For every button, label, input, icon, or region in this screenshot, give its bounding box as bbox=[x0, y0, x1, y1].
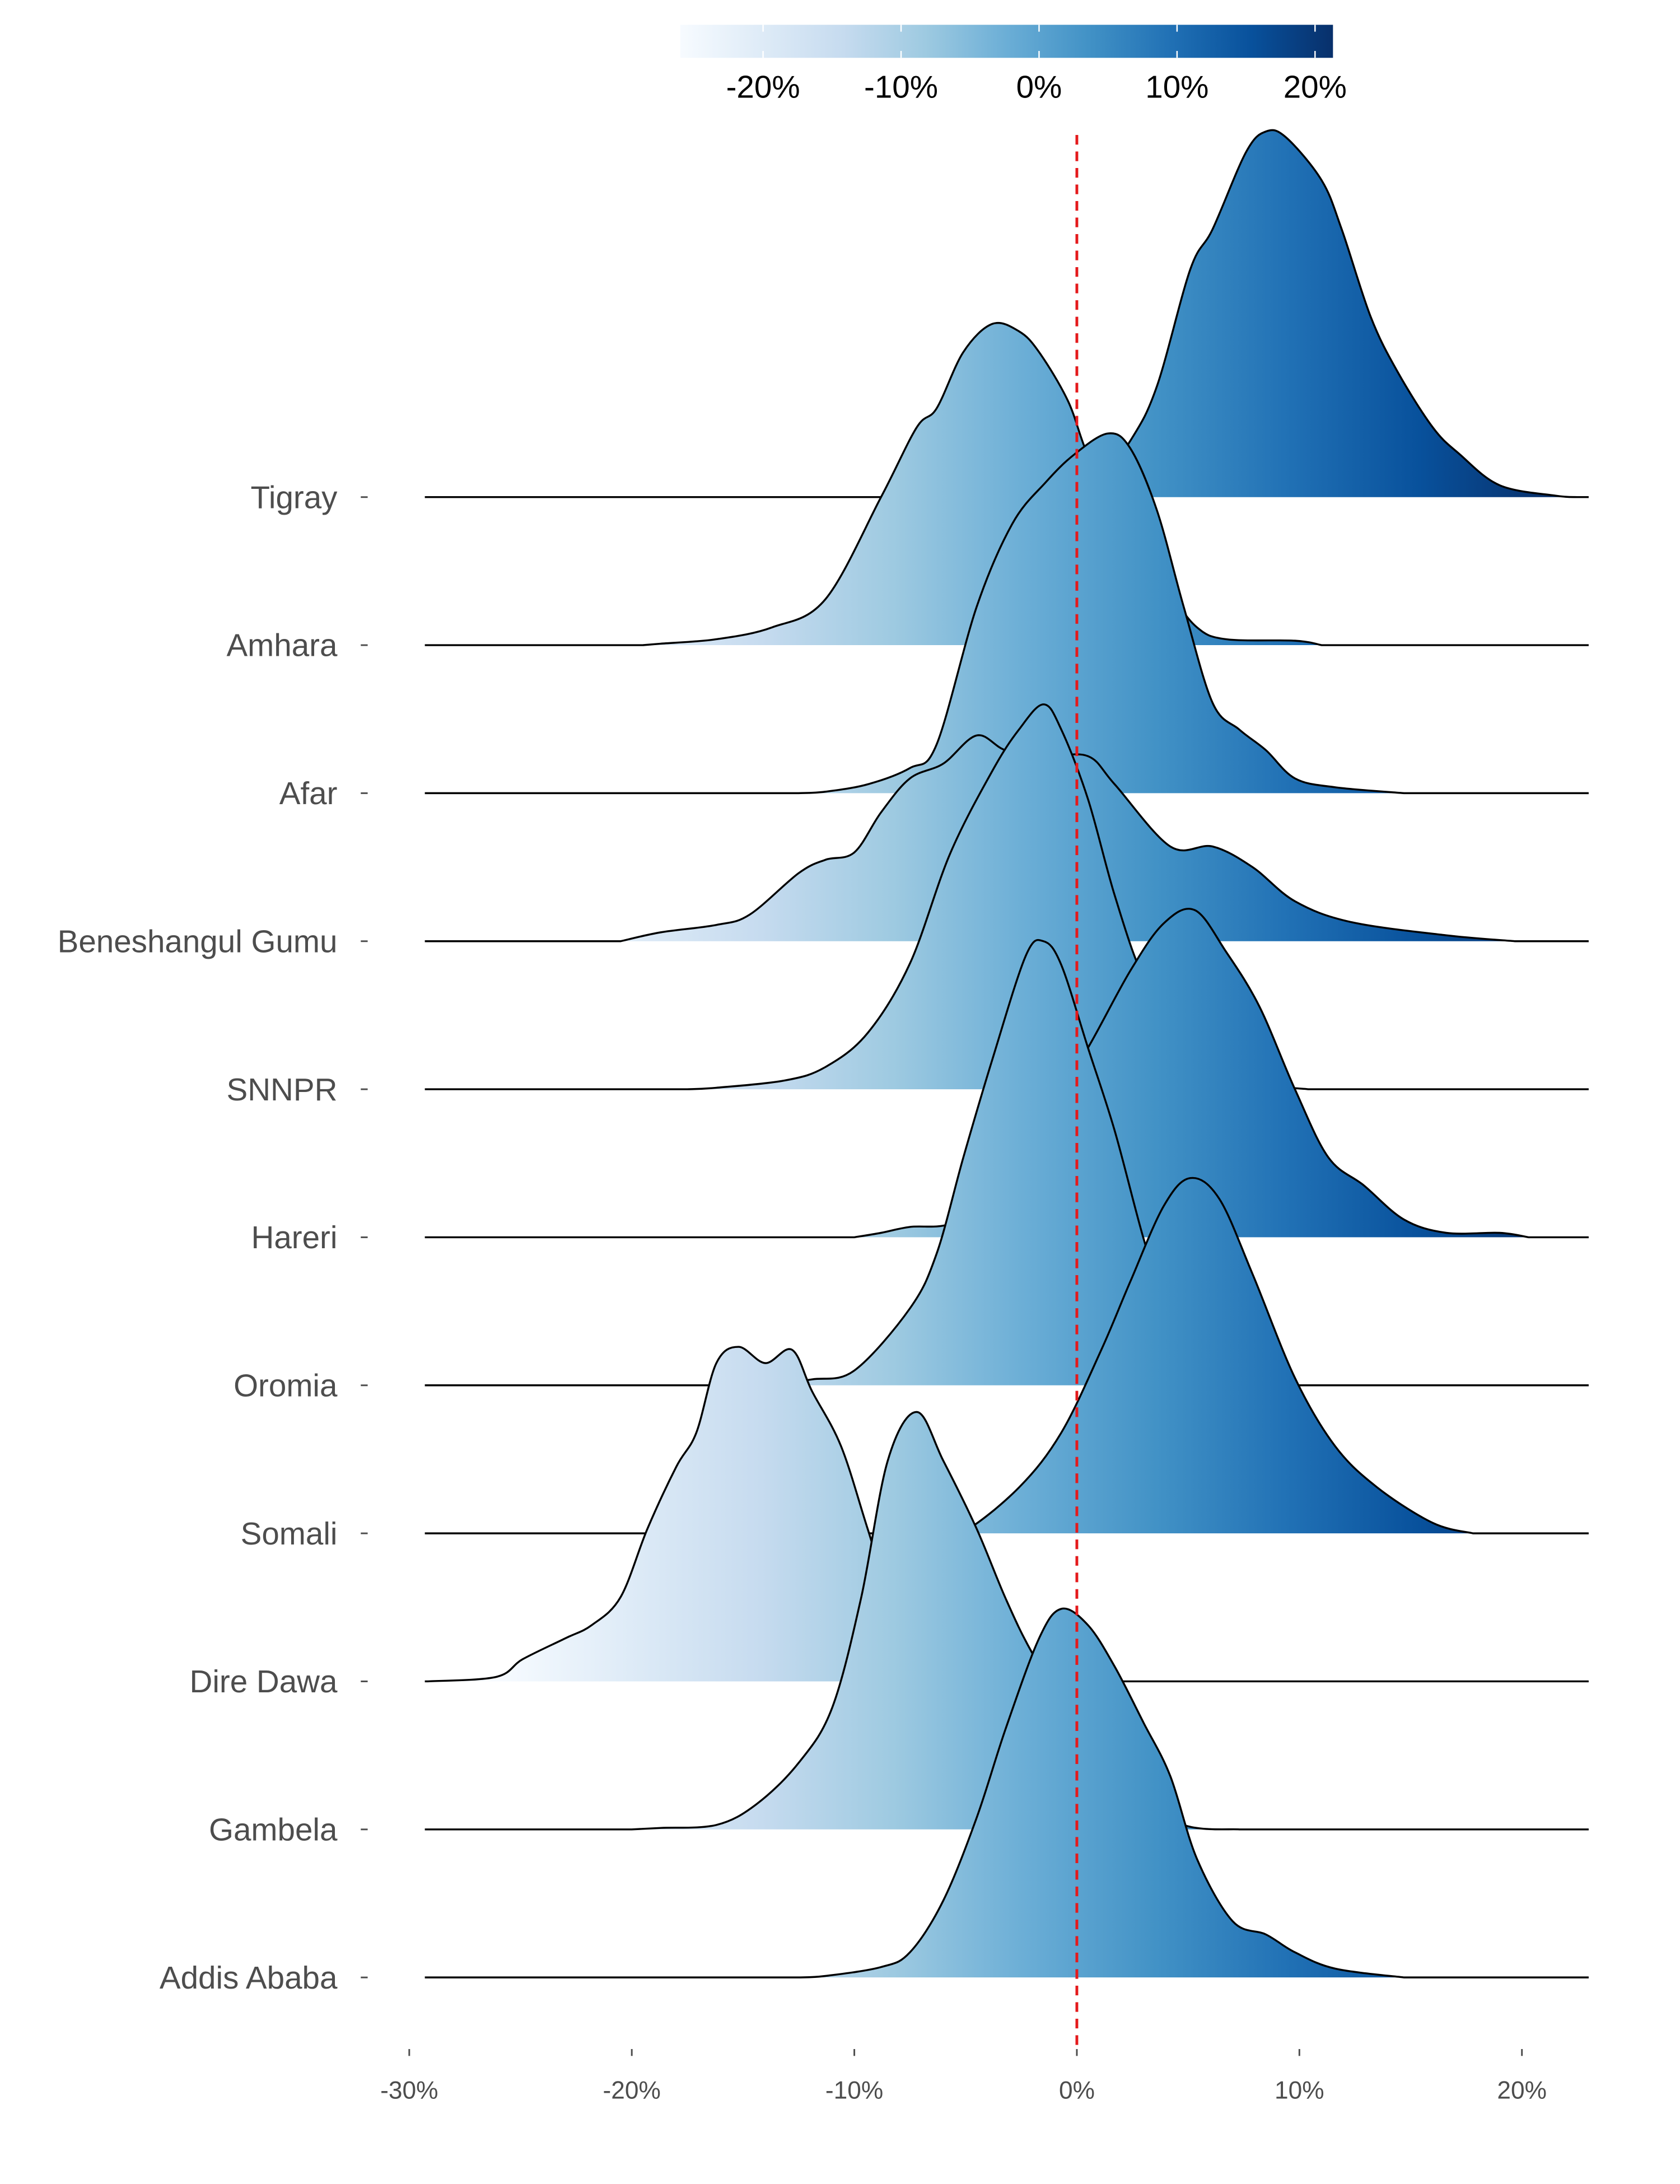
ridge-afar bbox=[424, 432, 1589, 795]
ridge-fill bbox=[687, 704, 1309, 1090]
ridge-somali bbox=[424, 1177, 1589, 1537]
y-tick-label: Beneshangul Gumu bbox=[58, 923, 338, 959]
ridge-tigray bbox=[424, 129, 1589, 498]
x-axis: -30% -20% -10% 0% 10% 20% bbox=[380, 2049, 1547, 2104]
y-tick-label: Hareri bbox=[251, 1220, 337, 1255]
colorbar-bar bbox=[680, 25, 1333, 58]
y-tick-label: Somali bbox=[241, 1516, 338, 1551]
x-tick-label: 20% bbox=[1497, 2077, 1547, 2104]
y-tick-label: Afar bbox=[279, 776, 338, 811]
x-tick-label: -10% bbox=[825, 2077, 883, 2104]
colorbar-tick-label: -10% bbox=[864, 69, 938, 105]
ridge-fill bbox=[632, 1412, 1240, 1830]
ridge-outline bbox=[424, 321, 1589, 646]
y-tick-label: Gambela bbox=[209, 1812, 338, 1847]
x-tick-label: 10% bbox=[1275, 2077, 1324, 2104]
x-tick-label: 0% bbox=[1059, 2077, 1095, 2104]
ridge-amhara bbox=[424, 321, 1589, 646]
y-tick-label: SNNPR bbox=[227, 1072, 338, 1107]
colorbar-tick-label: 0% bbox=[1016, 69, 1062, 105]
colorbar-tick-label: -20% bbox=[726, 69, 800, 105]
y-tick-label: Addis Ababa bbox=[160, 1960, 338, 1995]
colorbar-tick-label: 20% bbox=[1284, 69, 1347, 105]
y-axis: Tigray Amhara Afar Beneshangul Gumu SNNPR Har… bbox=[58, 479, 368, 1995]
ridge-outline bbox=[424, 1177, 1589, 1537]
ridge-fill bbox=[643, 323, 1322, 646]
y-tick-label: Amhara bbox=[226, 628, 338, 663]
x-tick-label: -20% bbox=[603, 2077, 661, 2104]
ridge-fill bbox=[1088, 130, 1578, 497]
ridge-fill bbox=[932, 1178, 1473, 1536]
ridge-outline bbox=[424, 432, 1589, 795]
ridge-fill bbox=[799, 1608, 1404, 1978]
ridge-fill bbox=[743, 940, 1295, 1385]
ridge-outline bbox=[424, 129, 1589, 498]
ridge-addis-ababa bbox=[424, 1607, 1589, 1978]
colorbar: -20% -10% 0% 10% 20% bbox=[680, 25, 1347, 105]
y-tick-label: Oromia bbox=[234, 1368, 338, 1403]
x-tick-label: -30% bbox=[380, 2077, 438, 2104]
ridges bbox=[424, 129, 1589, 1978]
colorbar-tick-label: 10% bbox=[1145, 69, 1208, 105]
y-tick-label: Tigray bbox=[250, 479, 338, 515]
y-tick-label: Dire Dawa bbox=[189, 1664, 338, 1699]
ridge-outline bbox=[424, 1607, 1589, 1978]
